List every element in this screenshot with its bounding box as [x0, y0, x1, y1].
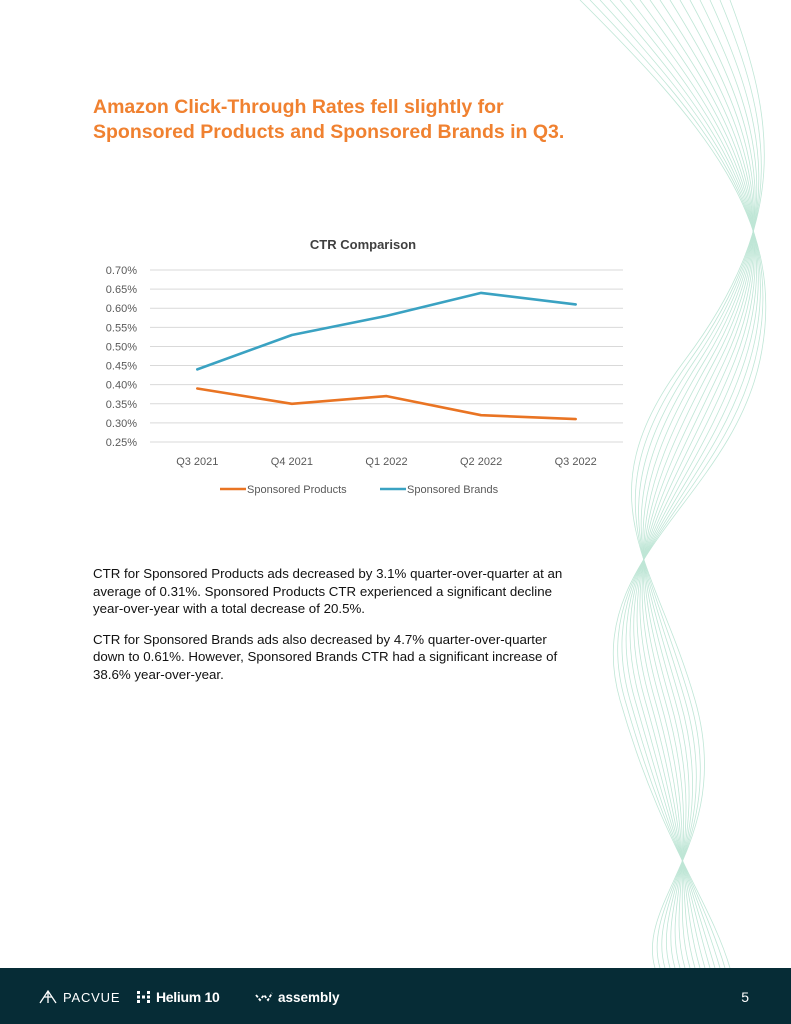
wave-line: [631, 0, 765, 968]
wave-line: [589, 0, 764, 968]
body-text: CTR for Sponsored Products ads decreased…: [93, 565, 573, 696]
y-tick-label: 0.65%: [106, 284, 137, 296]
paragraph-sponsored-brands: CTR for Sponsored Brands ads also decrea…: [93, 631, 558, 682]
assembly-mark-icon: [255, 992, 273, 1002]
chart-title: CTR Comparison: [310, 237, 416, 252]
wave-line: [629, 0, 756, 968]
x-tick-label: Q2 2022: [460, 456, 502, 468]
wave-line: [609, 0, 759, 968]
wave-line: [638, 0, 760, 968]
y-tick-label: 0.35%: [106, 399, 137, 411]
wave-line: [599, 0, 761, 968]
assembly-logo: assembly: [255, 988, 340, 1006]
y-tick-label: 0.70%: [106, 265, 137, 277]
footer-bar: PACVUE Helium 10 assembly 5: [0, 968, 791, 1024]
wave-line: [579, 0, 767, 968]
x-tick-label: Q3 2021: [176, 456, 218, 468]
ctr-line-chart: CTR Comparison 0.70% 0.65% 0.60% 0.55% 0.50%…: [106, 237, 623, 496]
wave-line: [643, 0, 754, 968]
x-tick-label: Q3 2022: [555, 456, 597, 468]
pacvue-mark-icon: [39, 989, 57, 1004]
pacvue-logo: PACVUE: [38, 988, 120, 1006]
wave-line: [619, 0, 757, 968]
page-heading: Amazon Click-Through Rates fell slightly…: [93, 96, 565, 143]
y-tick-label: 0.50%: [106, 341, 137, 353]
y-tick-label: 0.25%: [106, 437, 137, 449]
page-number: 5: [741, 989, 749, 1005]
y-tick-label: 0.40%: [106, 380, 137, 392]
wave-line: [636, 0, 755, 968]
y-tick-label: 0.45%: [106, 361, 137, 373]
y-tick-label: 0.55%: [106, 322, 137, 334]
assembly-logo-text: assembly: [278, 989, 340, 1005]
wave-line: [635, 0, 762, 968]
wave-line: [641, 0, 754, 968]
series-line-sponsored-brands: [196, 291, 578, 371]
wave-line: [640, 0, 758, 968]
x-tick-label: Q4 2021: [271, 456, 313, 468]
wave-line: [639, 0, 754, 968]
helium10-logo: Helium 10: [137, 988, 220, 1006]
series-line-sponsored-products: [196, 387, 578, 421]
y-tick-label: 0.60%: [106, 303, 137, 315]
decorative-wave-lines: [579, 0, 767, 968]
wave-line: [643, 0, 755, 968]
wave-line: [642, 0, 756, 968]
pacvue-logo-text: PACVUE: [63, 989, 121, 1005]
legend-label: Sponsored Brands: [407, 484, 499, 496]
helium10-mark-icon: [137, 991, 150, 1003]
helium10-logo-text: Helium 10: [156, 989, 220, 1005]
x-tick-label: Q1 2022: [365, 456, 407, 468]
paragraph-sponsored-products: CTR for Sponsored Products ads decreased…: [93, 566, 563, 616]
legend-label: Sponsored Products: [247, 484, 347, 496]
y-tick-label: 0.30%: [106, 418, 137, 430]
